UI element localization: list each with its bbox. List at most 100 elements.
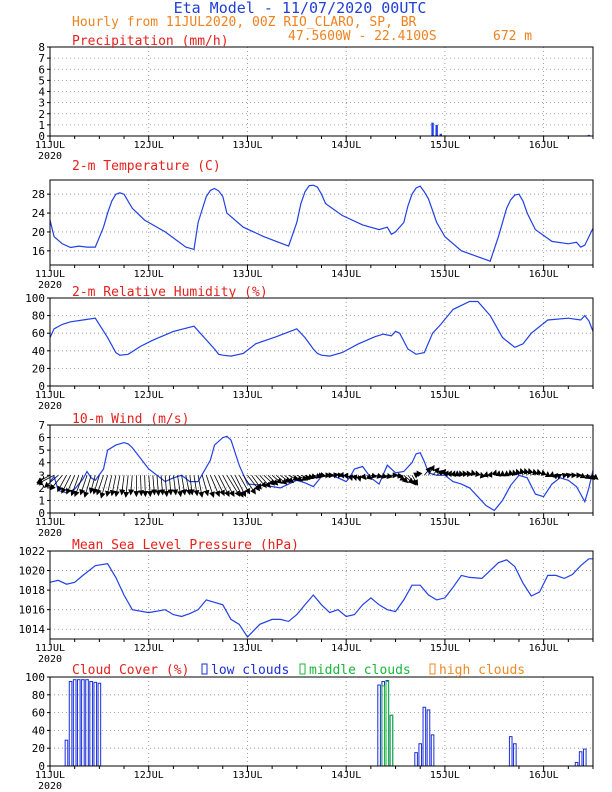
wind-arrow xyxy=(479,471,486,479)
cloud-bar-low-clouds xyxy=(377,684,381,767)
wind-arrow xyxy=(360,473,367,481)
wind-arrow xyxy=(399,474,409,484)
y-tick-label: 1014 xyxy=(19,623,46,636)
x-tick-label: 16JUL xyxy=(529,269,559,280)
x-tick-label: 14JUL xyxy=(331,140,361,151)
panel-pressure: 1014 1016 1018 1020 1022 11JUL 12JUL 13JUL 14JUL… xyxy=(19,538,594,665)
wind-arrow xyxy=(470,469,477,477)
wind-arrow xyxy=(205,475,215,498)
wind-arrow xyxy=(416,470,423,478)
wind-arrow xyxy=(271,474,283,484)
wind-arrow xyxy=(495,470,502,477)
y-tick-label: 20 xyxy=(32,226,45,239)
wind-arrow xyxy=(251,475,262,490)
y-tick-label: 5 xyxy=(38,444,45,457)
x-tick-label: 15JUL xyxy=(430,770,460,781)
cloud-bar-low-clouds xyxy=(574,761,579,767)
x-tick-label: 12JUL xyxy=(134,517,164,528)
wind-line xyxy=(49,435,594,512)
cloud-bar-low-clouds xyxy=(582,748,587,767)
wind-arrow xyxy=(197,475,205,498)
wind-arrow xyxy=(188,475,195,496)
x-year-label: 2020 xyxy=(38,528,62,539)
x-tick-label: 13JUL xyxy=(232,517,262,528)
wind-arrow xyxy=(370,472,378,479)
cloud-bar-low-clouds xyxy=(81,679,85,767)
y-tick-label: 80 xyxy=(32,689,45,702)
wind-arrow xyxy=(222,475,235,497)
wind-arrow xyxy=(43,474,59,488)
x-tick-label: 13JUL xyxy=(232,269,262,280)
wind-arrow xyxy=(36,474,55,485)
wind-arrow xyxy=(555,474,563,480)
panel-title: 2-m Relative Humidity (%) xyxy=(72,285,268,300)
y-tick-label: 0 xyxy=(38,507,45,520)
wind-arrow xyxy=(243,475,256,495)
wind-arrow xyxy=(210,475,221,498)
legend-swatch-high-clouds xyxy=(429,663,436,675)
wind-arrow xyxy=(475,470,481,478)
wind-arrow xyxy=(374,472,384,479)
wind-arrow xyxy=(238,475,251,495)
x-tick-label: 15JUL xyxy=(430,140,460,151)
x-tick-label: 15JUL xyxy=(430,390,460,401)
x-tick-label: 14JUL xyxy=(331,390,361,401)
wind-arrow xyxy=(383,473,393,479)
panel-frame xyxy=(49,424,594,514)
y-tick-label: 8 xyxy=(38,41,45,54)
cloud-bar-low-clouds xyxy=(426,709,431,767)
x-tick-label: 13JUL xyxy=(232,770,262,781)
wind-arrow xyxy=(424,466,432,476)
wind-arrow xyxy=(482,471,489,478)
x-tick-label: 11JUL xyxy=(35,770,65,781)
cloud-bar-low-clouds xyxy=(513,743,517,767)
wind-arrow xyxy=(300,474,311,480)
wind-arrow xyxy=(142,475,149,498)
x-tick-label: 16JUL xyxy=(529,643,559,654)
temperature-line xyxy=(49,184,594,262)
y-tick-label: 100 xyxy=(25,671,45,684)
header-title: Eta Model - 11/07/2020 00UTC xyxy=(174,0,427,17)
cloud-bar-low-clouds xyxy=(430,734,435,767)
x-tick-label: 16JUL xyxy=(529,517,559,528)
y-tick-label: 100 xyxy=(25,292,45,305)
wind-arrow xyxy=(507,469,514,476)
header-coords: 47.5600W - 22.4100S xyxy=(288,29,437,44)
y-tick-label: 2 xyxy=(38,108,45,121)
x-tick-label: 14JUL xyxy=(331,643,361,654)
y-tick-label: 24 xyxy=(32,207,46,220)
cloud-bar-low-clouds xyxy=(508,736,513,767)
x-tick-label: 14JUL xyxy=(331,770,361,781)
y-tick-label: 60 xyxy=(32,327,45,340)
y-tick-label: 5 xyxy=(38,74,45,87)
wind-arrow xyxy=(119,475,126,496)
legend-label-high-clouds: high clouds xyxy=(439,663,525,678)
wind-arrow xyxy=(365,473,373,480)
wind-arrow xyxy=(61,475,71,494)
panel-frame xyxy=(49,179,594,266)
wind-arrow xyxy=(226,475,241,497)
wind-arrow xyxy=(163,475,170,498)
legend-label-low-clouds: low clouds xyxy=(211,663,289,678)
wind-arrow xyxy=(333,472,340,479)
y-tick-label: 6 xyxy=(38,432,45,445)
cloud-bar-low-clouds xyxy=(97,682,102,767)
header-elevation: 672 m xyxy=(493,29,532,44)
x-tick-label: 12JUL xyxy=(134,643,164,654)
x-tick-label: 12JUL xyxy=(134,390,164,401)
y-tick-label: 1018 xyxy=(19,584,46,597)
wind-arrow xyxy=(442,470,449,478)
x-tick-label: 15JUL xyxy=(430,643,460,654)
cloud-bar-middle-clouds xyxy=(381,685,386,767)
y-tick-label: 1 xyxy=(38,494,45,507)
y-tick-label: 1016 xyxy=(19,604,46,617)
precip-bar xyxy=(439,133,442,136)
wind-arrow xyxy=(320,472,327,479)
cloud-bar-low-clouds xyxy=(93,681,98,767)
x-tick-label: 15JUL xyxy=(430,269,460,280)
x-tick-label: 13JUL xyxy=(232,140,262,151)
wind-arrow xyxy=(446,470,452,478)
x-tick-label: 16JUL xyxy=(529,390,559,401)
x-tick-label: 11JUL xyxy=(35,643,65,654)
